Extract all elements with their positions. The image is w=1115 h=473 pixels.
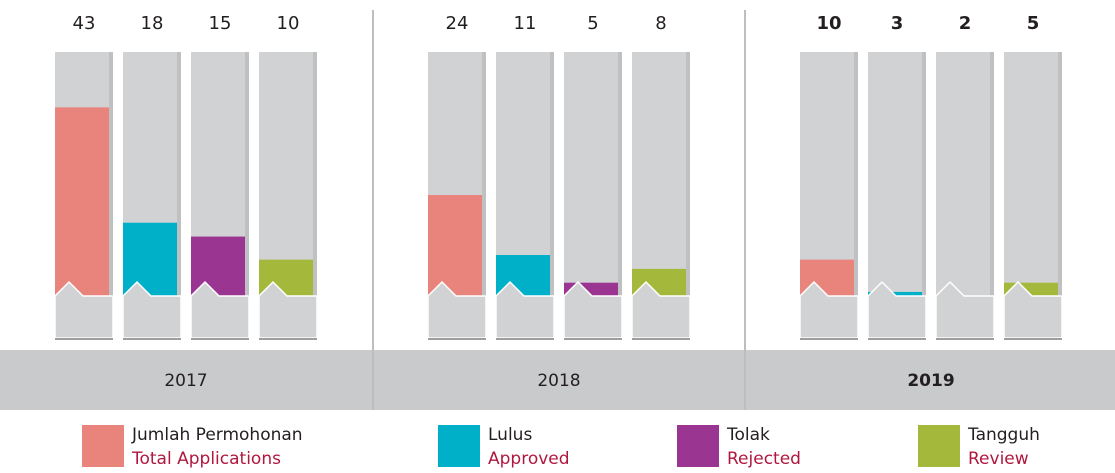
value-label: 3	[891, 13, 904, 34]
legend-swatch	[677, 425, 719, 467]
year-label: 2017	[164, 371, 207, 391]
value-label: 10	[277, 13, 300, 34]
legend-swatch	[438, 425, 480, 467]
year-label: 2019	[907, 371, 954, 391]
legend-name-en: Approved	[488, 449, 570, 469]
bar-shadow	[313, 52, 317, 338]
bar-shadow	[618, 52, 622, 338]
bar-shadow	[686, 52, 690, 338]
year-band	[0, 350, 1115, 410]
value-label: 2	[959, 13, 972, 34]
legend-name-en: Review	[968, 449, 1029, 469]
legend-name: Jumlah Permohonan	[131, 425, 303, 445]
bar-shadow	[1058, 52, 1062, 338]
bar-shadow	[245, 52, 249, 338]
bar	[123, 222, 177, 296]
bar	[55, 107, 109, 296]
legend-name-en: Rejected	[727, 449, 801, 469]
value-label: 8	[655, 13, 666, 34]
value-label: 18	[141, 13, 164, 34]
value-label: 43	[73, 13, 96, 34]
legend-swatch	[918, 425, 960, 467]
year-label: 2018	[537, 371, 580, 391]
bar-shadow	[482, 52, 486, 338]
bar-shadow	[550, 52, 554, 338]
bar-shadow	[854, 52, 858, 338]
legend-name: Lulus	[488, 425, 532, 445]
legend-name: Tangguh	[967, 425, 1040, 445]
legend-name-en: Total Applications	[131, 449, 281, 469]
bar	[428, 195, 482, 296]
bar-shadow	[922, 52, 926, 338]
value-label: 11	[514, 13, 537, 34]
bar-shadow	[109, 52, 113, 338]
bar-shadow	[990, 52, 994, 338]
value-label: 15	[209, 13, 232, 34]
legend-name: Tolak	[726, 425, 770, 445]
bar-shadow	[177, 52, 181, 338]
value-label: 10	[816, 13, 841, 34]
value-label: 5	[1027, 13, 1040, 34]
value-label: 5	[587, 13, 598, 34]
value-label: 24	[446, 13, 469, 34]
legend-swatch	[82, 425, 124, 467]
